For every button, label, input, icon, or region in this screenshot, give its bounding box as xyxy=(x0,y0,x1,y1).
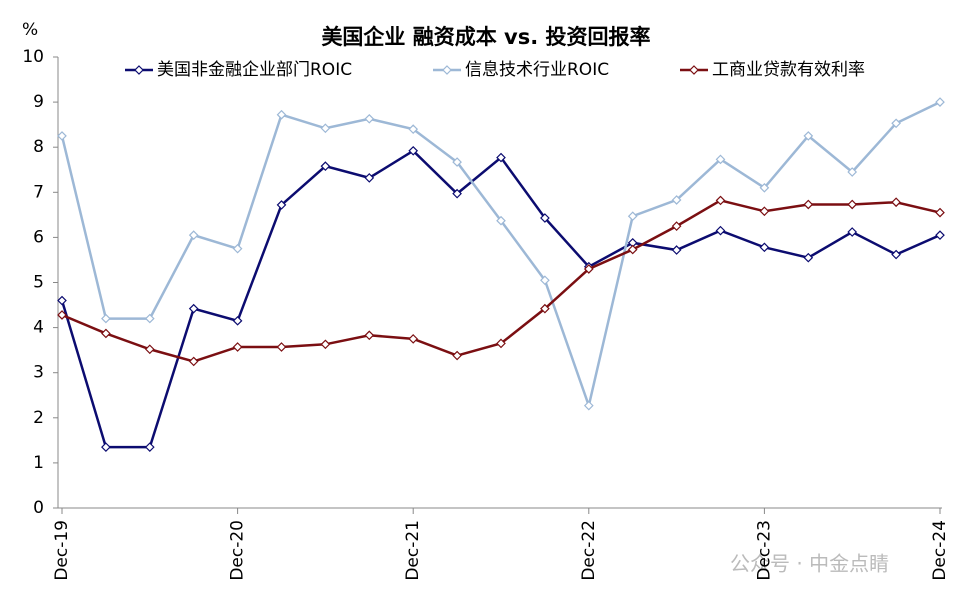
y-tick-label: 8 xyxy=(33,137,44,157)
data-point xyxy=(583,264,594,274)
data-point xyxy=(101,442,111,452)
data-point xyxy=(671,245,682,255)
series-line xyxy=(60,149,941,449)
data-point xyxy=(627,211,638,222)
data-point xyxy=(320,123,331,134)
data-point xyxy=(496,338,506,349)
data-point xyxy=(540,303,550,314)
data-point xyxy=(540,275,550,286)
data-point xyxy=(364,330,375,341)
data-point xyxy=(671,221,682,231)
data-point xyxy=(320,339,331,350)
data-point xyxy=(188,356,199,367)
x-tick-label: Dec-20 xyxy=(228,520,248,581)
watermark: 公众号 · 中金点睛 xyxy=(730,552,889,576)
data-point xyxy=(144,313,155,324)
data-point xyxy=(583,400,594,411)
data-point xyxy=(496,215,506,226)
data-point xyxy=(935,207,945,218)
data-point xyxy=(364,173,375,183)
data-point xyxy=(891,118,901,129)
data-point xyxy=(452,350,462,361)
data-point xyxy=(715,154,726,165)
data-point xyxy=(408,145,419,156)
data-point xyxy=(847,227,858,237)
legend-label: 信息技术行业ROIC xyxy=(465,60,609,80)
data-point xyxy=(715,195,726,206)
legend-label: 美国非金融企业部门ROIC xyxy=(157,60,352,80)
data-point xyxy=(935,97,945,107)
legend-label: 工商业贷款有效利率 xyxy=(712,60,865,80)
y-tick-label: 4 xyxy=(33,318,44,338)
data-point xyxy=(276,200,287,210)
data-point xyxy=(232,315,243,326)
x-tick-label: Dec-24 xyxy=(930,520,950,581)
data-point xyxy=(847,199,858,210)
data-point xyxy=(101,313,111,324)
x-tick-label: Dec-23 xyxy=(754,520,774,581)
data-point xyxy=(101,328,111,339)
data-point xyxy=(276,342,287,352)
data-point xyxy=(452,188,462,199)
chart-title: 美国企业 融资成本 vs. 投资回报率 xyxy=(321,25,650,49)
data-point xyxy=(232,243,243,254)
data-point xyxy=(57,295,67,306)
data-point xyxy=(188,230,199,240)
data-point xyxy=(759,182,770,193)
legend-marker xyxy=(134,65,144,75)
y-tick-label: 3 xyxy=(33,363,44,383)
y-tick-label: 9 xyxy=(33,92,44,112)
data-point xyxy=(408,124,419,135)
data-point xyxy=(891,249,901,260)
data-point xyxy=(232,342,243,352)
data-point xyxy=(715,225,726,236)
data-point xyxy=(627,244,638,255)
y-axis-label: % xyxy=(22,20,38,40)
data-point xyxy=(408,334,419,344)
data-point xyxy=(847,167,858,177)
data-point xyxy=(671,195,682,205)
data-point xyxy=(759,206,770,217)
x-tick-label: Dec-21 xyxy=(403,520,423,581)
data-point xyxy=(188,303,199,314)
data-point xyxy=(320,161,331,171)
legend-marker xyxy=(689,65,699,75)
data-point xyxy=(452,157,462,167)
data-point xyxy=(57,131,67,141)
y-tick-label: 0 xyxy=(33,498,44,518)
data-point xyxy=(759,242,770,253)
x-tick-label: Dec-19 xyxy=(52,520,72,581)
data-point xyxy=(803,252,814,263)
y-tick-label: 10 xyxy=(22,47,44,67)
x-tick-label: Dec-22 xyxy=(579,520,599,581)
data-point xyxy=(803,199,814,210)
data-point xyxy=(276,109,287,120)
y-tick-label: 2 xyxy=(33,408,44,428)
data-point xyxy=(935,230,945,240)
data-point xyxy=(57,310,67,320)
y-tick-label: 6 xyxy=(33,227,44,247)
data-point xyxy=(144,442,155,452)
data-point xyxy=(144,344,155,355)
data-point xyxy=(496,152,506,163)
y-tick-label: 7 xyxy=(33,182,44,202)
data-point xyxy=(364,113,375,124)
legend-marker xyxy=(442,65,452,75)
data-point xyxy=(540,213,550,223)
y-tick-label: 1 xyxy=(33,453,44,473)
data-point xyxy=(891,197,901,208)
y-tick-label: 5 xyxy=(33,273,44,293)
data-point xyxy=(803,131,814,141)
